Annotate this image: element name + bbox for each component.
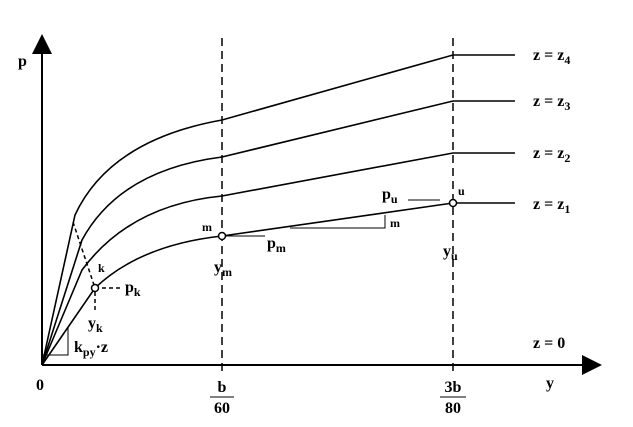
slope-label: m <box>390 216 400 230</box>
point-p: pk <box>125 279 141 299</box>
x-axis-label: y <box>546 375 554 392</box>
points <box>90 198 458 293</box>
point-p: pm <box>267 235 286 255</box>
point-y: yu <box>443 243 458 263</box>
curve-label: z = z4 <box>533 47 570 67</box>
x-mark-den: 80 <box>445 400 461 417</box>
labels: p y 0 z = z1 z = z2 z = z3 z = z4 z = 0 … <box>18 47 570 417</box>
guides <box>42 199 466 398</box>
origin: 0 <box>36 377 44 394</box>
dashed-lines <box>72 38 454 372</box>
y-axis-label: p <box>18 53 27 70</box>
x-mark-num: b <box>218 379 227 396</box>
point-label: m <box>202 220 212 234</box>
axes <box>32 34 602 375</box>
curves <box>41 54 515 366</box>
point-label: u <box>458 184 465 198</box>
point-label: k <box>98 261 105 275</box>
curve-label: z = z1 <box>533 196 570 216</box>
x-mark-den: 60 <box>214 400 230 417</box>
curve-label: z = z2 <box>533 145 570 165</box>
x-mark-num: 3b <box>445 379 462 396</box>
initial-slope: kpy·z <box>74 339 108 359</box>
point-y: ym <box>214 259 232 279</box>
point-p: pu <box>382 186 398 206</box>
curve-label: z = z3 <box>533 93 570 113</box>
point-y: yk <box>88 315 103 335</box>
curve-label: z = 0 <box>533 335 565 352</box>
